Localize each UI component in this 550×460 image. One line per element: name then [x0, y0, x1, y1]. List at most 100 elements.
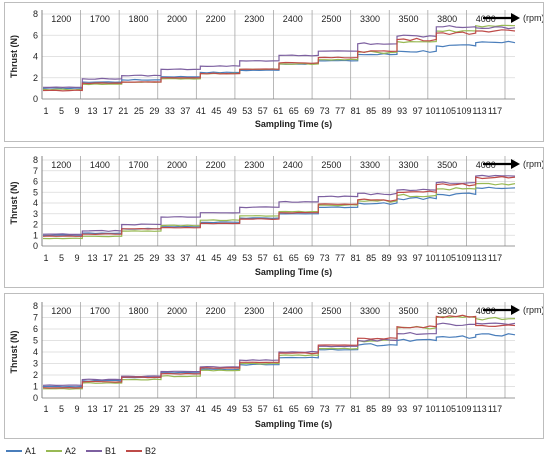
x-tick-label: 93 [397, 404, 407, 414]
x-tick-label: 1 [43, 253, 48, 263]
chart-panel-3: 0 1 2 3 4 5 6 7 8 1200 1700 1800 2000 2200 2300 2400 250… [4, 293, 545, 439]
legend-swatch-b1 [86, 450, 103, 452]
x-tick-label: 49 [227, 253, 237, 263]
y-tick-label: 6 [33, 324, 38, 334]
x-tick-label: 109 [457, 404, 472, 414]
x-tick-label: 1 [43, 404, 48, 414]
y-tick-label: 2 [33, 370, 38, 380]
x-tick-label: 53 [242, 106, 252, 116]
x-tick-label: 113 [472, 106, 486, 116]
x-tick-label: 93 [397, 106, 407, 116]
x-tick-label: 69 [304, 253, 314, 263]
x-tick-label: 65 [289, 106, 299, 116]
rpm-segment-label: 1700 [128, 160, 148, 170]
legend-label-b2: B2 [145, 446, 157, 456]
x-tick-label: 77 [335, 253, 345, 263]
rpm-segment-label: 2400 [283, 306, 303, 316]
rpm-segment-label: 3500 [399, 14, 419, 24]
chart-panel-1: 0 2 4 6 8 1200 1700 1800 2000 2200 2300 2400 2500 330… [4, 2, 545, 142]
rpm-segment-label: 2000 [167, 14, 187, 24]
rpm-segment-label: 3800 [437, 306, 457, 316]
x-tick-label: 69 [304, 404, 314, 414]
x-tick-label: 21 [118, 253, 128, 263]
y-tick-label: 5 [33, 336, 38, 346]
series-line-b2 [42, 314, 516, 389]
x-axis-label: Sampling Time (s) [255, 119, 332, 129]
x-tick-label: 41 [196, 404, 206, 414]
x-tick-label: 29 [149, 404, 159, 414]
x-tick-label: 49 [227, 404, 237, 414]
x-tick-label: 25 [134, 404, 144, 414]
rpm-segment-label: 3300 [360, 14, 380, 24]
x-tick-label: 81 [351, 106, 361, 116]
rpm-segment-label: 2300 [244, 306, 264, 316]
rpm-segment-label: 2000 [167, 306, 187, 316]
x-tick-label: 109 [457, 253, 472, 263]
y-tick-label: 0 [33, 393, 38, 403]
x-tick-label: 5 [59, 106, 64, 116]
legend-label-b1: B1 [105, 446, 117, 456]
y-tick-label: 3 [33, 359, 38, 369]
legend-item-a1: A1 [6, 446, 36, 456]
y-tick-label: 1 [33, 382, 38, 392]
x-tick-label: 89 [382, 404, 392, 414]
y-tick-label: 8 [33, 301, 38, 311]
x-tick-label: 101 [426, 106, 441, 116]
y-axis-label: Thrust (N) [9, 331, 19, 374]
y-tick-label: 7 [33, 313, 38, 323]
y-axis-label: Thrust (N) [9, 35, 19, 78]
rpm-segment-label: 1200 [51, 160, 71, 170]
y-tick-label: 2 [33, 220, 38, 230]
x-tick-label: 61 [273, 404, 283, 414]
x-tick-label: 45 [211, 106, 221, 116]
x-tick-label: 73 [320, 253, 330, 263]
legend-item-b2: B2 [126, 446, 156, 456]
x-tick-label: 97 [413, 404, 423, 414]
x-tick-label: 5 [59, 404, 64, 414]
x-tick-label: 53 [242, 404, 252, 414]
x-tick-label: 61 [273, 253, 283, 263]
rpm-segment-label: 1400 [90, 160, 110, 170]
x-tick-label: 41 [196, 253, 206, 263]
y-axis-label: Thrust (N) [9, 182, 19, 225]
x-tick-label: 73 [320, 106, 330, 116]
rpm-segment-label: 3800 [437, 14, 457, 24]
x-tick-label: 13 [87, 253, 97, 263]
x-tick-label: 33 [165, 106, 175, 116]
legend-swatch-a1 [6, 450, 22, 452]
x-tick-label: 13 [87, 404, 97, 414]
rpm-segment-label: 2200 [206, 306, 226, 316]
x-tick-label: 81 [351, 253, 361, 263]
rpm-segment-label: 2500 [321, 306, 341, 316]
x-axis-label: Sampling Time (s) [255, 267, 332, 277]
x-tick-label: 117 [488, 106, 502, 116]
x-tick-label: 5 [59, 253, 64, 263]
x-tick-label: 9 [74, 106, 79, 116]
x-tick-label: 117 [488, 253, 502, 263]
thrust-chart-1: 0 2 4 6 8 1200 1700 1800 2000 2200 2300 2400 2500 330… [9, 9, 545, 129]
x-tick-label: 17 [103, 404, 113, 414]
x-tick-label: 85 [366, 253, 376, 263]
x-tick-label: 97 [413, 253, 423, 263]
rpm-arrow-head [511, 305, 520, 315]
legend-swatch-a2 [46, 450, 63, 452]
rpm-segment-label: 1700 [90, 14, 110, 24]
x-tick-label: 113 [472, 253, 486, 263]
x-tick-label: 13 [87, 106, 97, 116]
chart-panel-2: 0 1 2 3 4 5 6 7 8 1200 1400 1700 2000 2200 2300 2400 250… [4, 147, 545, 288]
x-tick-label: 25 [134, 253, 144, 263]
y-tick-label: 4 [33, 52, 38, 62]
y-tick-label: 6 [33, 30, 38, 40]
rpm-segment-label: 1700 [90, 306, 110, 316]
rpm-unit-label: (rpm) [523, 305, 543, 315]
x-tick-label: 89 [382, 106, 392, 116]
x-tick-label: 113 [472, 404, 486, 414]
x-tick-label: 17 [103, 106, 113, 116]
x-tick-label: 81 [351, 404, 361, 414]
x-tick-label: 57 [258, 253, 268, 263]
rpm-segment-label: 3300 [360, 306, 380, 316]
rpm-arrow-head [511, 13, 520, 23]
x-tick-label: 37 [180, 253, 190, 263]
x-tick-label: 105 [441, 404, 456, 414]
